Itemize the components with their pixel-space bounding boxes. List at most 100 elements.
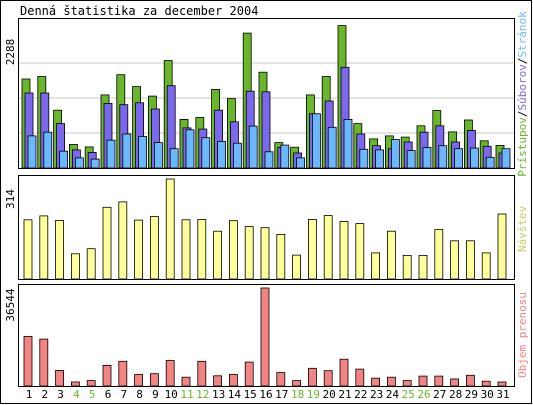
- day-label: 23: [370, 388, 383, 401]
- bar-visits: [450, 240, 460, 280]
- day-label: 14: [228, 388, 242, 401]
- middle-ymax-label: 314: [4, 189, 17, 209]
- bar-volume: [23, 335, 33, 387]
- day-label: 20: [323, 388, 336, 401]
- day-label: 4: [73, 388, 80, 401]
- bar-volume: [497, 381, 507, 387]
- panel-accesses-files-pages: [18, 18, 515, 169]
- bar-volume: [181, 376, 191, 387]
- bar-visits: [118, 201, 128, 280]
- top-ymax-label: 2288: [4, 39, 17, 66]
- bar-volume: [55, 369, 64, 387]
- bar-pages: [280, 144, 290, 169]
- day-label: 28: [449, 388, 462, 401]
- bar-volume: [434, 375, 444, 387]
- bar-pages: [422, 147, 432, 169]
- bar-pages: [169, 148, 179, 169]
- bar-volume: [386, 376, 396, 387]
- day-label: 31: [496, 388, 509, 401]
- bar-volume: [213, 375, 223, 387]
- day-label: 8: [136, 388, 143, 401]
- legend-volume: Objem prenosu: [516, 292, 529, 378]
- bar-visits: [149, 216, 159, 280]
- bar-visits: [386, 230, 396, 280]
- bar-pages: [232, 142, 242, 169]
- bar-visits: [465, 240, 475, 280]
- bar-volume: [339, 358, 349, 387]
- bar-pages: [406, 150, 416, 169]
- day-label: 6: [105, 388, 112, 401]
- bar-volume: [371, 377, 381, 387]
- bar-visits: [23, 219, 33, 280]
- bar-visits: [323, 215, 333, 280]
- bar-pages: [185, 129, 195, 169]
- bar-pages: [343, 119, 353, 169]
- bar-pages: [359, 148, 369, 169]
- day-label: 10: [165, 388, 178, 401]
- bar-visits: [86, 248, 96, 280]
- day-label: 18: [291, 388, 304, 401]
- day-label: 22: [354, 388, 367, 401]
- bar-visits: [213, 230, 223, 280]
- bar-pages: [153, 142, 163, 169]
- bar-visits: [181, 219, 191, 280]
- bar-visits: [260, 227, 270, 280]
- bar-pages: [501, 148, 511, 169]
- day-label: 15: [244, 388, 257, 401]
- bottom-ymax-label: 36544: [4, 288, 17, 321]
- bar-pages: [327, 126, 337, 169]
- bar-pages: [375, 149, 385, 169]
- bar-volume: [197, 360, 207, 387]
- day-label: 11: [180, 388, 193, 401]
- bar-volume: [402, 380, 412, 387]
- bar-pages: [59, 150, 68, 169]
- bar-visits: [497, 213, 507, 280]
- legend-sep-2: /: [516, 58, 529, 65]
- panel-volume: [18, 284, 515, 387]
- bar-visits: [102, 206, 112, 280]
- bar-visits: [197, 218, 207, 280]
- bar-volume: [244, 361, 254, 387]
- day-label: 21: [338, 388, 351, 401]
- day-label: 2: [41, 388, 48, 401]
- bar-volume: [86, 380, 96, 387]
- bar-pages: [122, 133, 132, 169]
- bar-volume: [481, 380, 491, 387]
- day-label: 16: [259, 388, 272, 401]
- bar-volume: [418, 375, 428, 387]
- bar-volume: [450, 378, 460, 387]
- bar-visits: [39, 215, 49, 280]
- bar-pages: [454, 148, 464, 169]
- bar-pages: [27, 135, 37, 169]
- bar-volume: [292, 380, 302, 387]
- bar-volume: [165, 360, 175, 387]
- day-label: 9: [152, 388, 159, 401]
- bar-pages: [469, 147, 479, 169]
- chart-title: Denná štatistika za december 2004: [20, 4, 258, 18]
- bar-visits: [228, 220, 238, 280]
- day-label: 12: [196, 388, 209, 401]
- bar-volume: [71, 381, 80, 387]
- legend-top: Prístupov/Súborov/Stránok: [516, 11, 529, 177]
- bar-visits: [481, 252, 491, 280]
- day-labels: 1 2 3 4 5 6 7 8 9 10 11 12 13 14 15 16 17 18 19 20 21 22 23 24 2…: [26, 388, 510, 401]
- day-label: 29: [465, 388, 478, 401]
- bar-visits: [434, 229, 444, 280]
- bar-pages: [106, 139, 116, 169]
- bar-pages: [311, 113, 321, 169]
- bar-visits: [134, 219, 144, 280]
- bar-pages: [296, 157, 306, 169]
- bar-volume: [118, 360, 128, 387]
- day-label: 27: [433, 388, 446, 401]
- day-label: 24: [386, 388, 400, 401]
- bar-visits: [71, 253, 80, 280]
- bar-pages: [75, 157, 84, 169]
- bar-visits: [292, 254, 302, 280]
- bar-visits: [402, 254, 412, 280]
- day-label: 5: [89, 388, 96, 401]
- bars: [21, 25, 511, 387]
- day-label: 3: [57, 388, 64, 401]
- bar-visits: [355, 223, 365, 280]
- bar-volume: [260, 287, 270, 387]
